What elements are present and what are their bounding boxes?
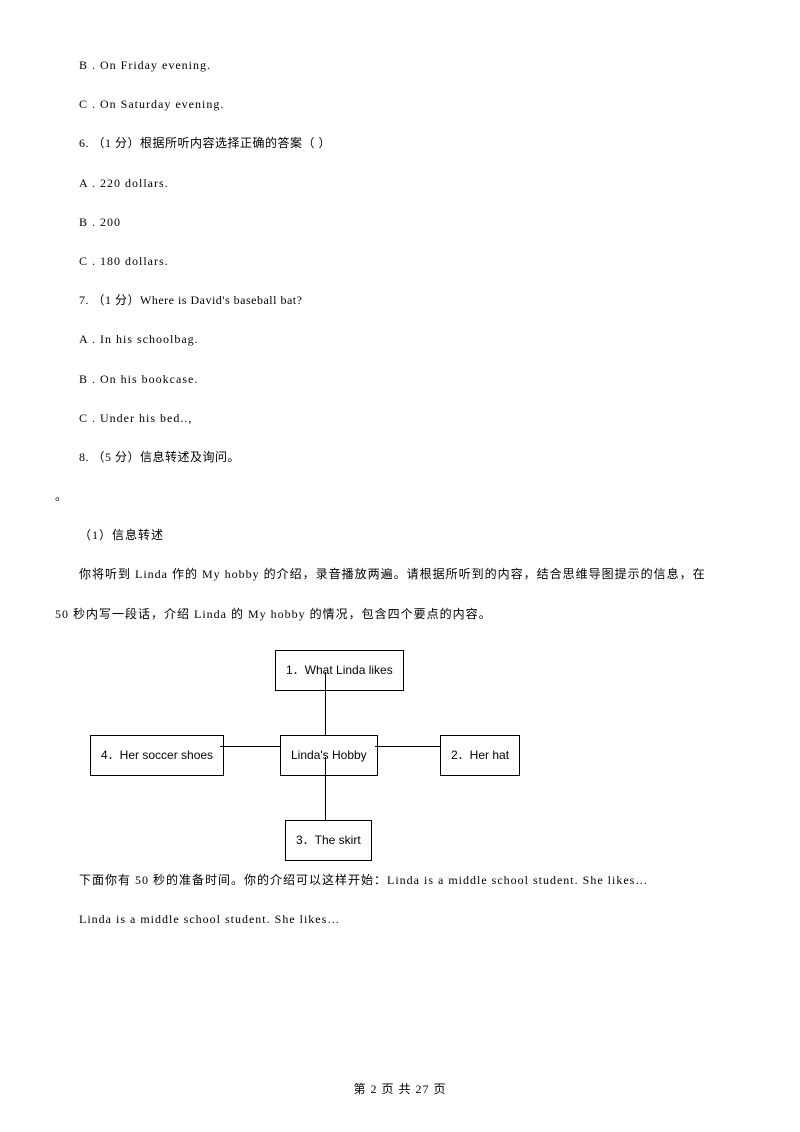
q7-stem: 7. （1 分）Where is David's baseball bat? <box>55 285 745 316</box>
diagram-line <box>375 746 440 747</box>
q6-stem: 6. （1 分）根据所听内容选择正确的答案（ ） <box>55 128 745 159</box>
diagram-right-box: 2．Her hat <box>440 735 520 776</box>
q5-option-b: B . On Friday evening. <box>55 50 745 81</box>
q6-option-c: C . 180 dollars. <box>55 246 745 277</box>
q6-option-b: B . 200 <box>55 207 745 238</box>
q5-option-c: C . On Saturday evening. <box>55 89 745 120</box>
diagram-left-box: 4．Her soccer shoes <box>90 735 224 776</box>
q7-option-c: C . Under his bed.., <box>55 403 745 434</box>
diagram-center-box: Linda's Hobby <box>280 735 378 776</box>
q8-para2: 50 秒内写一段话，介绍 Linda 的 My hobby 的情况，包含四个要点… <box>55 599 745 630</box>
q8-after1: 下面你有 50 秒的准备时间。你的介绍可以这样开始：Linda is a mid… <box>55 865 745 896</box>
q8-after2: Linda is a middle school student. She li… <box>55 904 745 935</box>
q7-option-a: A . In his schoolbag. <box>55 324 745 355</box>
diagram-line <box>325 672 326 735</box>
diagram-bottom-box: 3．The skirt <box>285 820 372 861</box>
q8-dot: 。 <box>55 481 745 512</box>
q8-stem: 8. （5 分）信息转述及询问。 <box>55 442 745 473</box>
page-footer: 第 2 页 共 27 页 <box>0 1080 800 1097</box>
diagram-line <box>220 746 280 747</box>
diagram-top-box: 1．What Linda likes <box>275 650 404 691</box>
mindmap-diagram: 1．What Linda likes 4．Her soccer shoes Li… <box>85 650 585 845</box>
diagram-line <box>325 757 326 820</box>
q7-option-b: B . On his bookcase. <box>55 364 745 395</box>
q8-para1: 你将听到 Linda 作的 My hobby 的介绍，录音播放两遍。请根据所听到… <box>55 559 745 590</box>
q8-sub1: （1）信息转述 <box>55 520 745 551</box>
page-content: B . On Friday evening. C . On Saturday e… <box>0 0 800 935</box>
q6-option-a: A . 220 dollars. <box>55 168 745 199</box>
